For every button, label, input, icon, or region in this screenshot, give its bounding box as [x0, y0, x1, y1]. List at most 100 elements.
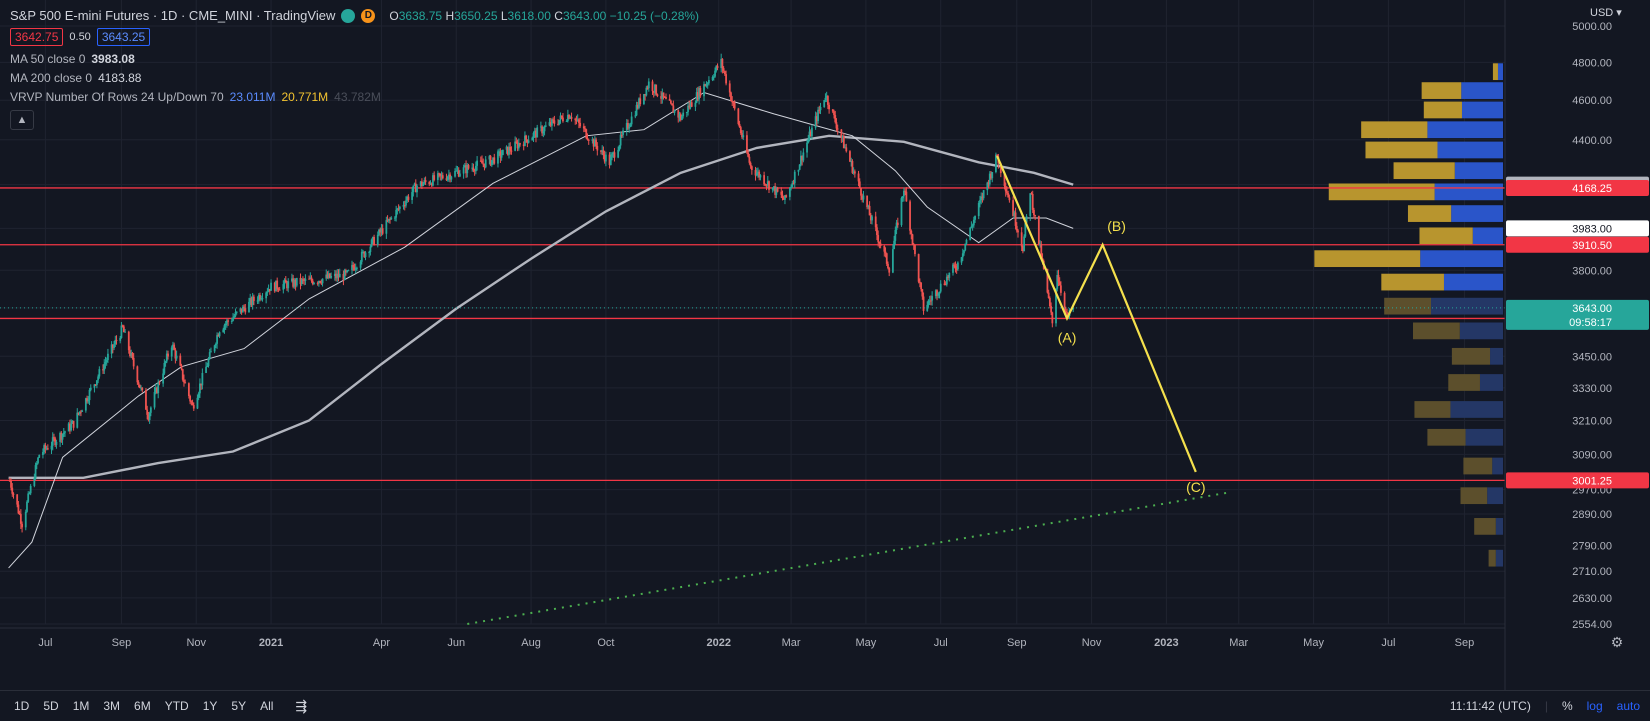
last-price-tag: 3643.00	[1572, 303, 1612, 315]
candle-body	[294, 279, 297, 286]
range-6m-button[interactable]: 6M	[134, 699, 151, 713]
volume-profile-up-bar	[1495, 518, 1503, 535]
candle-body	[569, 117, 572, 119]
candle-body	[918, 281, 921, 283]
currency-selector[interactable]: USD ▾	[1590, 7, 1622, 19]
volume-profile-up-bar	[1461, 82, 1503, 99]
candle-body	[424, 180, 427, 183]
candle-body	[548, 122, 551, 126]
candle-body	[679, 114, 682, 120]
volume-profile-up-bar	[1472, 227, 1503, 245]
auto-toggle[interactable]: auto	[1616, 699, 1640, 713]
candle-body	[625, 122, 628, 131]
symbol-title[interactable]: S&P 500 E-mini Futures · 1D · CME_MINI ·…	[10, 8, 336, 23]
percent-toggle[interactable]: %	[1561, 699, 1573, 713]
candle-body	[210, 351, 212, 353]
candle-body	[982, 190, 985, 199]
time-tick-label: Nov	[1082, 637, 1102, 649]
range-1m-button[interactable]: 1M	[72, 699, 90, 713]
candle-body	[53, 437, 55, 439]
candle-body	[977, 202, 980, 217]
ma200-legend[interactable]: MA 200 close 0 4183.88	[10, 70, 142, 85]
time-tick-label: Aug	[521, 637, 541, 649]
vrvp-legend[interactable]: VRVP Number Of Rows 24 Up/Down 70 23.011…	[10, 89, 381, 104]
delayed-data-badge[interactable]: D	[361, 8, 376, 23]
clock-label[interactable]: 11:11:42 (UTC)	[1449, 699, 1531, 713]
ask-price-box[interactable]: 3643.25	[96, 28, 151, 46]
range-1y-button[interactable]: 1Y	[202, 699, 218, 713]
range-5d-button[interactable]: 5D	[43, 699, 59, 713]
range-5y-button[interactable]: 5Y	[231, 699, 247, 713]
candle-body	[206, 366, 209, 368]
candle-body	[120, 325, 123, 338]
candle-body	[634, 115, 637, 117]
ma50-legend[interactable]: MA 50 close 0 3983.08	[10, 51, 135, 66]
time-tick-label: Sep	[112, 637, 132, 649]
volume-profile-down-bar	[1384, 297, 1431, 315]
candle-body	[283, 279, 286, 285]
log-toggle[interactable]: log	[1586, 699, 1603, 713]
candle-body	[519, 143, 521, 145]
candle-body	[960, 257, 963, 263]
candle-body	[335, 273, 337, 279]
candle-body	[347, 270, 350, 272]
elliott-wave-path	[996, 155, 1197, 473]
collapse-legend-button[interactable]: ▲	[10, 109, 34, 130]
candle-body	[18, 513, 21, 515]
candle-body	[809, 131, 812, 137]
candle-body	[385, 220, 388, 234]
candle-body	[308, 278, 310, 280]
candle-body	[261, 298, 264, 300]
candle-body	[669, 100, 672, 104]
bid-price-box[interactable]: 3642.75	[10, 28, 64, 46]
range-all-button[interactable]: All	[260, 699, 274, 713]
candle-body	[163, 362, 166, 374]
volume-profile-down-bar	[1427, 428, 1466, 446]
range-3m-button[interactable]: 3M	[103, 699, 121, 713]
candle-body	[27, 493, 30, 502]
candle-body	[754, 170, 757, 176]
candle-body	[934, 290, 937, 297]
price-tick-label: 2630.00	[1572, 593, 1612, 605]
candle-body	[16, 494, 19, 505]
candle-body	[505, 146, 508, 150]
goto-date-icon[interactable]: ⇶	[295, 697, 308, 714]
settings-gear-icon[interactable]: ⚙	[1611, 634, 1624, 650]
time-tick-label: Mar	[782, 637, 801, 649]
candle-body	[980, 196, 983, 201]
candle-body	[122, 326, 125, 333]
candle-body	[55, 441, 58, 446]
candle-body	[655, 84, 658, 95]
candle-body	[720, 58, 723, 69]
candle-body	[398, 206, 401, 209]
candle-body	[845, 147, 848, 152]
candle-body	[353, 267, 356, 270]
candle-body	[831, 109, 834, 112]
volume-profile-down-bar	[1361, 121, 1428, 139]
candle-body	[405, 200, 407, 206]
candle-body	[558, 119, 561, 125]
candle-body	[852, 171, 855, 173]
candle-body	[885, 253, 888, 264]
candle-body	[268, 288, 271, 291]
candle-body	[156, 387, 158, 394]
candle-body	[766, 181, 769, 186]
candle-body	[764, 184, 767, 186]
candle-body	[217, 335, 220, 337]
candle-body	[723, 71, 726, 75]
candle-body	[509, 146, 512, 151]
candle-body	[110, 344, 113, 354]
chart-canvas[interactable]: (A)(B)(C)5000.004800.004600.004400.00418…	[0, 0, 1650, 690]
candle-body	[665, 97, 667, 99]
candle-body	[910, 230, 913, 235]
time-tick-label: Sep	[1455, 637, 1475, 649]
candle-body	[644, 94, 647, 96]
range-ytd-button[interactable]: YTD	[164, 699, 189, 713]
volume-profile-down-bar	[1419, 227, 1473, 245]
candle-body	[737, 108, 740, 124]
candle-body	[304, 278, 307, 281]
range-1d-button[interactable]: 1D	[14, 699, 30, 713]
candle-body	[773, 186, 775, 188]
candle-body	[801, 155, 804, 161]
candle-body	[842, 136, 845, 149]
